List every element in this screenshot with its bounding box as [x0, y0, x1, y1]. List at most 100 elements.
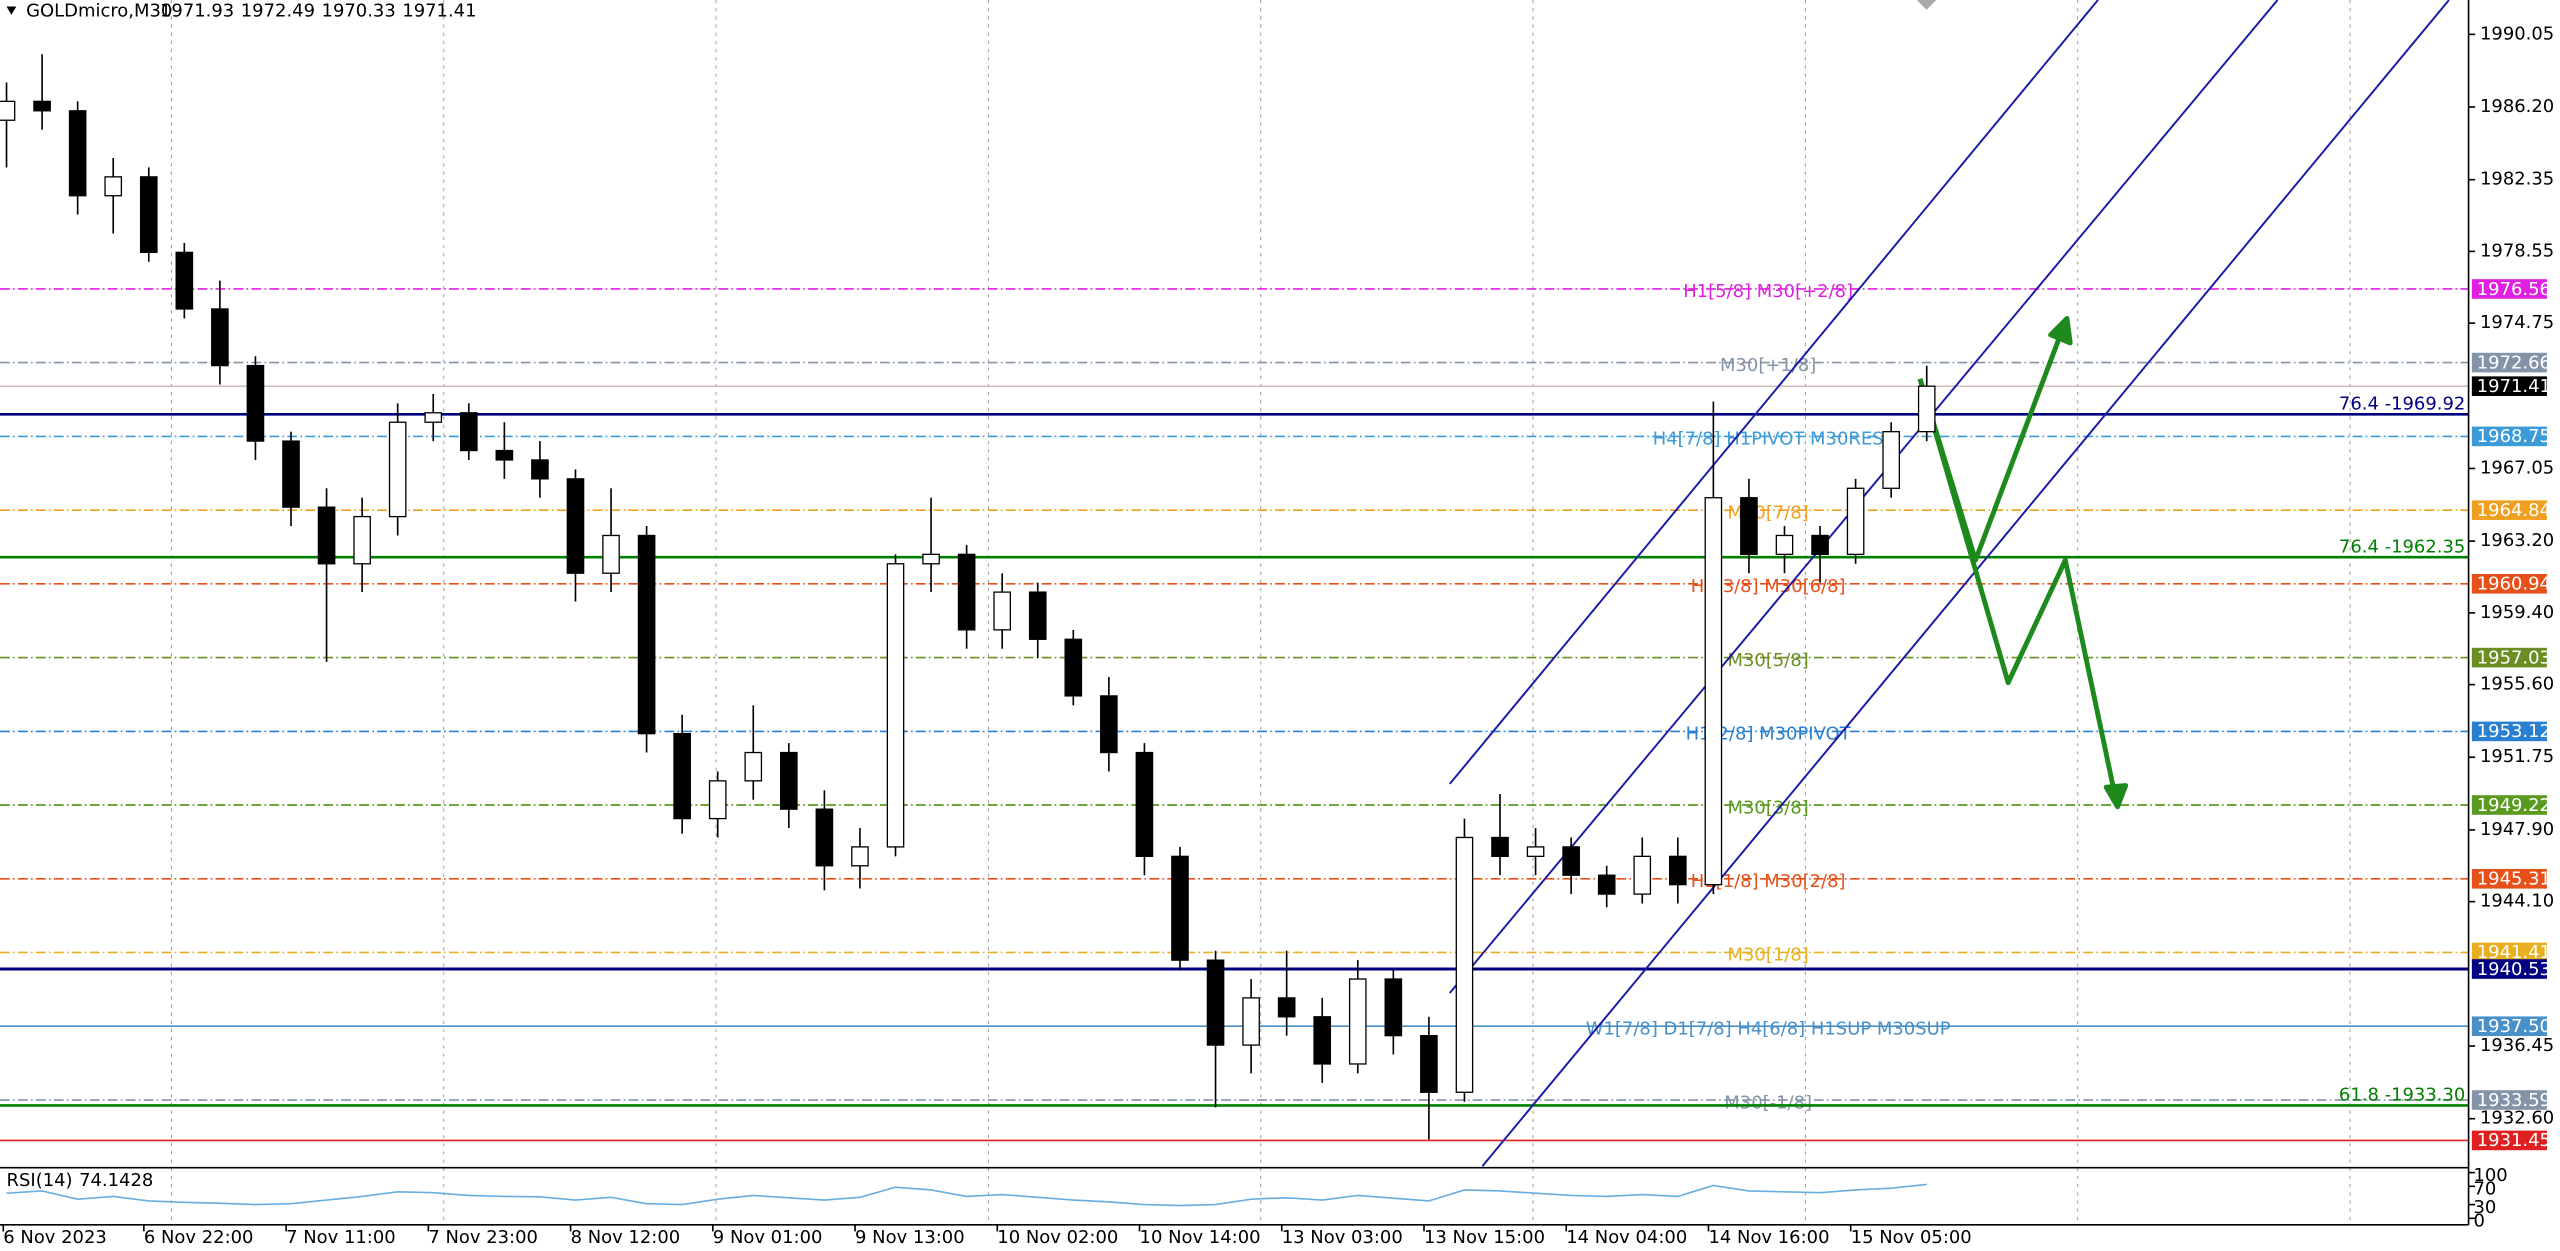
candle-body — [317, 506, 336, 565]
candle-body — [33, 100, 51, 112]
x-tick-label: 9 Nov 01:00 — [713, 1227, 823, 1248]
level-text: W1[7/8] D1[7/8] H4[6/8] H1SUP M30SUP — [1586, 1018, 1951, 1039]
forecast-arrows — [1917, 316, 2129, 810]
level-box-label: 1976.56 — [2477, 279, 2551, 300]
candle-body — [495, 449, 514, 461]
x-tick-label: 6 Nov 22:00 — [144, 1227, 254, 1248]
rsi-tick-label: 100 — [2473, 1165, 2507, 1186]
y-tick-label: 1944.10 — [2480, 891, 2554, 912]
level-text: M30[7/8] — [1728, 502, 1809, 523]
y-tick-label: 1990.05 — [2480, 23, 2554, 44]
candle-body — [1917, 385, 1936, 433]
y-tick-label: 1963.20 — [2480, 530, 2554, 551]
level-text: H4[7/8] H1PIVOT M30RES — [1653, 429, 1884, 450]
candle-body — [1313, 1016, 1332, 1065]
time-axis: 6 Nov 2023 6 Nov 22:00 7 Nov 11:00 7 Nov 23… — [2, 1224, 1972, 1248]
candle-body — [1455, 836, 1474, 1093]
candle-body — [68, 110, 87, 197]
arrowhead — [2103, 783, 2129, 810]
candle-body — [139, 176, 158, 254]
candle-body — [1100, 695, 1118, 754]
candle-body — [851, 846, 869, 867]
level-box-label: 1953.12 — [2477, 721, 2551, 742]
candle-body — [1491, 836, 1509, 857]
candle-body — [282, 440, 300, 508]
candle-body — [708, 780, 727, 820]
level-box-label: 1937.50 — [2477, 1016, 2551, 1037]
level-box-label: 1931.45 — [2477, 1130, 2551, 1151]
level-box — [2471, 1090, 2547, 1110]
candle-body — [1242, 997, 1260, 1046]
level-text: H1[2/8] M30PIVOT — [1686, 724, 1852, 745]
candle-body — [1846, 487, 1865, 556]
y-tick-label: 1959.40 — [2480, 602, 2554, 623]
candle-body — [1526, 846, 1545, 857]
candle-body — [175, 251, 194, 310]
candle-body — [1811, 534, 1829, 556]
level-box-label: 1968.75 — [2477, 426, 2551, 447]
candle-body — [246, 364, 265, 442]
level-box — [2471, 647, 2547, 668]
level-box — [2471, 426, 2547, 447]
level-box — [2471, 942, 2547, 963]
price-axis: 1990.05 1986.20 1982.35 1978.55 1974.75 1967.… — [0, 0, 2554, 1226]
level-box-label: 1971.41 — [2477, 376, 2551, 397]
level-box — [2471, 869, 2547, 889]
candle-body — [566, 478, 585, 574]
fib-text: 61.8 -1933.30 — [2339, 1085, 2465, 1106]
candle-body — [1171, 855, 1189, 961]
x-tick-label: 13 Nov 15:00 — [1424, 1227, 1545, 1248]
candle-body — [1420, 1034, 1438, 1093]
level-box — [2471, 500, 2547, 520]
x-tick-label: 8 Nov 12:00 — [571, 1227, 681, 1248]
level-box — [2471, 279, 2547, 299]
candle-body — [637, 534, 656, 735]
x-tick-label: 9 Nov 13:00 — [855, 1227, 965, 1248]
x-tick-label: 14 Nov 16:00 — [1708, 1227, 1829, 1248]
y-tick-label: 1974.75 — [2480, 312, 2554, 333]
level-box-label: 1964.84 — [2477, 500, 2551, 521]
x-tick-label: 13 Nov 03:00 — [1282, 1227, 1403, 1248]
channel-line — [1449, 0, 2099, 785]
candle-body — [353, 515, 371, 565]
candle-body — [957, 553, 976, 631]
candle-body — [211, 308, 229, 367]
header-value: 1971.41 — [402, 0, 476, 21]
x-tick-label: 10 Nov 02:00 — [997, 1227, 1118, 1248]
candle-body — [1028, 591, 1047, 640]
candle-body — [1597, 874, 1616, 895]
level-box-label: 1940.53 — [2477, 959, 2551, 980]
x-tick-label: 14 Nov 04:00 — [1566, 1227, 1687, 1248]
candle-body — [1562, 846, 1580, 876]
candle-body — [1633, 855, 1652, 895]
candle-body — [1206, 959, 1225, 1046]
candle-body — [1882, 431, 1900, 489]
x-tick-label: 7 Nov 11:00 — [286, 1227, 396, 1248]
candle-body — [1064, 638, 1083, 697]
y-tick-label: 1955.60 — [2480, 674, 2554, 695]
y-tick-label: 1986.20 — [2480, 96, 2554, 117]
x-tick-label: 15 Nov 05:00 — [1851, 1227, 1972, 1248]
rsi-label: RSI(14) 74.1428 — [7, 1170, 154, 1191]
level-box — [2471, 1016, 2547, 1037]
y-tick-label: 1982.35 — [2480, 169, 2554, 190]
level-text: H1[1/8] M30[2/8] — [1691, 871, 1846, 892]
header-ohlc: 1971.93 1972.49 1970.33 1971.41 — [160, 0, 477, 21]
y-tick-label: 1947.90 — [2480, 819, 2554, 840]
y-tick-label: 1951.75 — [2480, 746, 2554, 767]
x-tick-label: 7 Nov 23:00 — [428, 1227, 538, 1248]
rsi-line — [6, 1183, 1927, 1207]
symbol: GOLDmicro,M30 — [26, 0, 172, 21]
candle-body — [388, 421, 407, 518]
level-box-label: 1941.41 — [2477, 942, 2551, 963]
candle-body — [922, 553, 940, 565]
candle-body — [1740, 497, 1758, 556]
candle-body — [1384, 978, 1403, 1037]
candle-body — [0, 100, 16, 121]
candle-body — [1704, 497, 1723, 886]
y-tick-label: 1936.45 — [2480, 1035, 2554, 1056]
candle-body — [459, 412, 478, 452]
level-box-label: 1960.94 — [2477, 574, 2551, 595]
rsi-tick-label: 0 — [2473, 1211, 2484, 1232]
